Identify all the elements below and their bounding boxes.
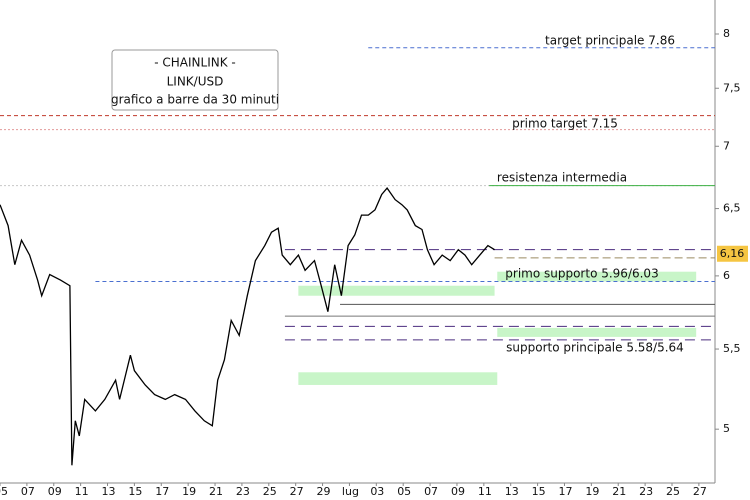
x-tick-label: 23 [639,485,653,498]
x-tick-label: 03 [370,485,384,498]
x-tick-label: 27 [693,485,707,498]
x-tick-label: 21 [612,485,626,498]
annotation: resistenza intermedia [497,171,627,185]
x-tick-label: 13 [102,485,116,498]
x-tick-label: 11 [75,485,89,498]
title-line: grafico a barre da 30 minuti [111,93,279,107]
y-tick-label: 5,5 [723,342,741,355]
y-tick-label: 6,5 [723,202,741,215]
x-tick-label: 05 [397,485,411,498]
y-tick-label: 6 [723,269,730,282]
x-tick-label: 09 [451,485,465,498]
x-tick-label: 19 [182,485,196,498]
x-tick-label: 15 [532,485,546,498]
x-tick-label: 17 [558,485,572,498]
support-zone [298,372,498,385]
x-tick-label: 25 [263,485,277,498]
x-tick-label: 15 [128,485,142,498]
x-tick-label: 21 [209,485,223,498]
title-box [111,49,279,111]
price-tag-label: 6,16 [720,247,745,260]
y-tick-label: 8 [723,27,730,40]
y-tick-label: 5 [723,422,730,435]
x-tick-label: 25 [666,485,680,498]
support-zone [497,271,697,282]
annotation: primo target 7.15 [512,117,618,131]
annotation: target principale 7.86 [545,34,675,48]
price-tag [717,245,748,262]
annotation: supporto principale 5.58/5.64 [506,341,684,355]
title-line: LINK/USD [167,75,224,89]
x-tick-label: 13 [505,485,519,498]
x-tick-label: 29 [317,485,331,498]
title-line: - CHAINLINK - [154,56,236,70]
x-tick-label: 27 [290,485,304,498]
y-tick-label: 7 [723,139,730,152]
x-tick-label: 09 [48,485,62,498]
annotation: primo supporto 5.96/6.03 [505,267,658,281]
x-tick-label: 19 [585,485,599,498]
x-tick-label: 23 [236,485,250,498]
support-zone [298,285,495,296]
x-tick-label: 07 [424,485,438,498]
x-tick-label: 05 [0,485,8,498]
x-tick-label: lug [342,485,359,498]
support-zone [497,327,697,337]
x-tick-label: 07 [21,485,35,498]
price-line [0,187,495,466]
y-tick-label: 7,5 [723,81,741,94]
x-tick-label: 11 [478,485,492,498]
x-tick-label: 17 [155,485,169,498]
